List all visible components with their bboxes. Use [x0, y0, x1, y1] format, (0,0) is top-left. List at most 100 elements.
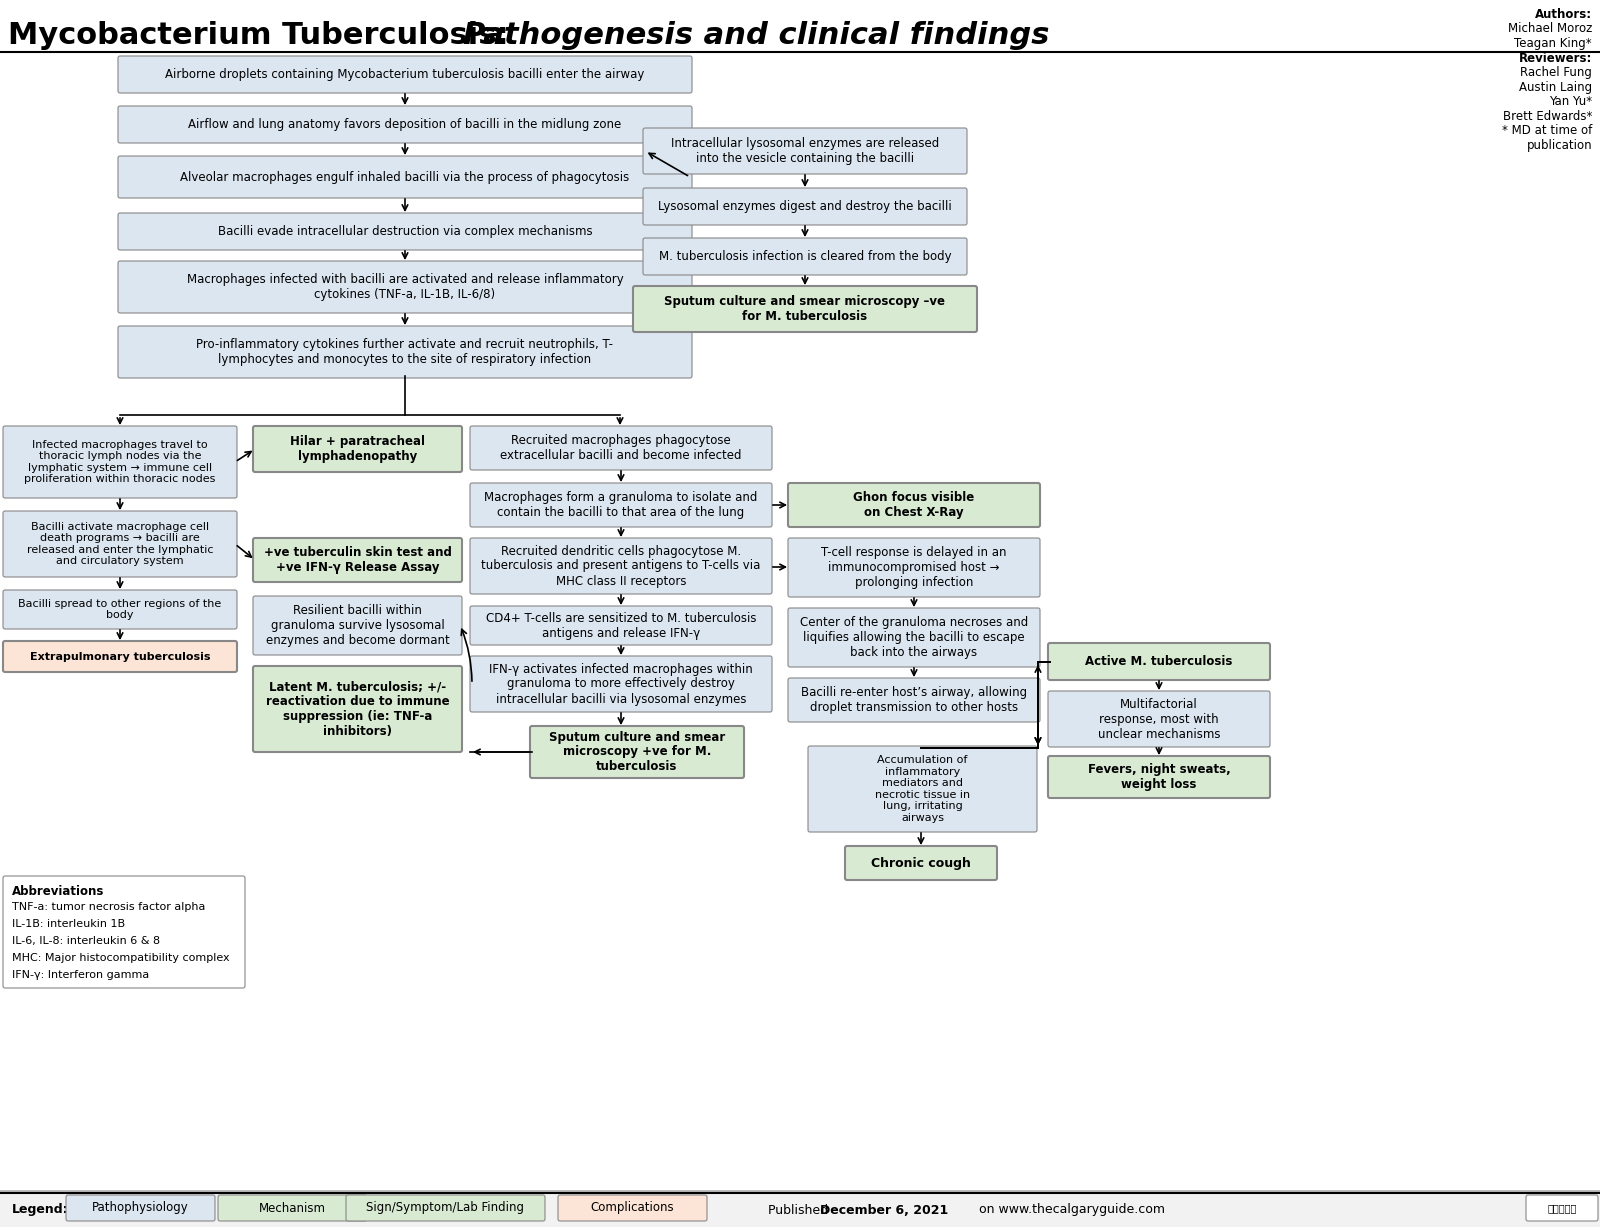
- Text: Ⓒⓔⓑⓢⓐ: Ⓒⓔⓑⓢⓐ: [1547, 1202, 1576, 1214]
- Text: IFN-γ: Interferon gamma: IFN-γ: Interferon gamma: [13, 971, 149, 980]
- Text: Rachel Fung: Rachel Fung: [1520, 66, 1592, 79]
- Text: Pathogenesis and clinical findings: Pathogenesis and clinical findings: [462, 21, 1050, 49]
- Text: Hilar + paratracheal
lymphadenopathy: Hilar + paratracheal lymphadenopathy: [290, 436, 426, 463]
- Text: MHC: Major histocompatibility complex: MHC: Major histocompatibility complex: [13, 953, 230, 963]
- Text: Sputum culture and smear microscopy –ve
for M. tuberculosis: Sputum culture and smear microscopy –ve …: [664, 294, 946, 323]
- Text: publication: publication: [1526, 139, 1592, 151]
- Text: Bacilli spread to other regions of the
body: Bacilli spread to other regions of the b…: [18, 599, 222, 621]
- Text: Resilient bacilli within
granuloma survive lysosomal
enzymes and become dormant: Resilient bacilli within granuloma survi…: [266, 604, 450, 647]
- Text: Ghon focus visible
on Chest X-Ray: Ghon focus visible on Chest X-Ray: [853, 491, 974, 519]
- FancyBboxPatch shape: [1048, 691, 1270, 747]
- FancyBboxPatch shape: [253, 426, 462, 472]
- Text: Michael Moroz: Michael Moroz: [1507, 22, 1592, 36]
- Text: TNF-a: tumor necrosis factor alpha: TNF-a: tumor necrosis factor alpha: [13, 902, 205, 912]
- Text: Legend:: Legend:: [13, 1204, 69, 1216]
- Text: Recruited dendritic cells phagocytose M.
tuberculosis and present antigens to T-: Recruited dendritic cells phagocytose M.…: [482, 545, 760, 588]
- Text: Macrophages infected with bacilli are activated and release inflammatory
cytokin: Macrophages infected with bacilli are ac…: [187, 272, 624, 301]
- FancyBboxPatch shape: [66, 1195, 214, 1221]
- Text: IFN-γ activates infected macrophages within
granuloma to more effectively destro: IFN-γ activates infected macrophages wit…: [490, 663, 754, 706]
- FancyBboxPatch shape: [787, 537, 1040, 598]
- FancyBboxPatch shape: [470, 537, 771, 594]
- Text: Airflow and lung anatomy favors deposition of bacilli in the midlung zone: Airflow and lung anatomy favors depositi…: [189, 118, 622, 131]
- Text: Bacilli evade intracellular destruction via complex mechanisms: Bacilli evade intracellular destruction …: [218, 225, 592, 238]
- FancyBboxPatch shape: [470, 656, 771, 712]
- FancyBboxPatch shape: [3, 426, 237, 498]
- Text: Infected macrophages travel to
thoracic lymph nodes via the
lymphatic system → i: Infected macrophages travel to thoracic …: [24, 439, 216, 485]
- FancyBboxPatch shape: [253, 666, 462, 752]
- Text: T-cell response is delayed in an
immunocompromised host →
prolonging infection: T-cell response is delayed in an immunoc…: [821, 546, 1006, 589]
- Text: CD4+ T-cells are sensitized to M. tuberculosis
antigens and release IFN-γ: CD4+ T-cells are sensitized to M. tuberc…: [486, 611, 757, 639]
- FancyBboxPatch shape: [808, 746, 1037, 832]
- FancyBboxPatch shape: [3, 876, 245, 988]
- Text: Sputum culture and smear
microscopy +ve for M.
tuberculosis: Sputum culture and smear microscopy +ve …: [549, 730, 725, 773]
- Text: Austin Laing: Austin Laing: [1518, 81, 1592, 93]
- FancyBboxPatch shape: [346, 1195, 546, 1221]
- Text: Airborne droplets containing Mycobacterium tuberculosis bacilli enter the airway: Airborne droplets containing Mycobacteri…: [165, 67, 645, 81]
- Text: Latent M. tuberculosis; +/-
reactivation due to immune
suppression (ie: TNF-a
in: Latent M. tuberculosis; +/- reactivation…: [266, 680, 450, 737]
- FancyBboxPatch shape: [118, 106, 691, 144]
- Text: Accumulation of
inflammatory
mediators and
necrotic tissue in
lung, irritating
a: Accumulation of inflammatory mediators a…: [875, 755, 970, 823]
- Text: * MD at time of: * MD at time of: [1502, 124, 1592, 137]
- FancyBboxPatch shape: [118, 213, 691, 250]
- Text: Extrapulmonary tuberculosis: Extrapulmonary tuberculosis: [30, 652, 210, 661]
- Text: Yan Yu*: Yan Yu*: [1549, 94, 1592, 108]
- FancyBboxPatch shape: [634, 286, 978, 333]
- Text: on www.thecalgaryguide.com: on www.thecalgaryguide.com: [974, 1204, 1165, 1216]
- Text: Sign/Symptom/Lab Finding: Sign/Symptom/Lab Finding: [366, 1201, 525, 1215]
- Text: Mechanism: Mechanism: [259, 1201, 326, 1215]
- Text: Lysosomal enzymes digest and destroy the bacilli: Lysosomal enzymes digest and destroy the…: [658, 200, 952, 213]
- Text: Center of the granuloma necroses and
liquifies allowing the bacilli to escape
ba: Center of the granuloma necroses and liq…: [800, 616, 1029, 659]
- Text: Macrophages form a granuloma to isolate and
contain the bacilli to that area of : Macrophages form a granuloma to isolate …: [485, 491, 758, 519]
- Text: IL-1B: interleukin 1B: IL-1B: interleukin 1B: [13, 919, 125, 929]
- Text: Bacilli re-enter host’s airway, allowing
droplet transmission to other hosts: Bacilli re-enter host’s airway, allowing…: [802, 686, 1027, 714]
- Text: Reviewers:: Reviewers:: [1518, 52, 1592, 65]
- Text: Alveolar macrophages engulf inhaled bacilli via the process of phagocytosis: Alveolar macrophages engulf inhaled baci…: [181, 171, 630, 184]
- FancyBboxPatch shape: [3, 510, 237, 577]
- FancyBboxPatch shape: [787, 609, 1040, 667]
- Text: Bacilli activate macrophage cell
death programs → bacilli are
released and enter: Bacilli activate macrophage cell death p…: [27, 521, 213, 567]
- FancyBboxPatch shape: [253, 596, 462, 655]
- Text: Published: Published: [768, 1204, 832, 1216]
- FancyBboxPatch shape: [470, 483, 771, 528]
- FancyBboxPatch shape: [787, 483, 1040, 528]
- Text: Teagan King*: Teagan King*: [1514, 37, 1592, 50]
- FancyBboxPatch shape: [118, 326, 691, 378]
- FancyBboxPatch shape: [643, 188, 966, 225]
- Text: Authors:: Authors:: [1534, 9, 1592, 21]
- FancyBboxPatch shape: [1048, 643, 1270, 680]
- FancyBboxPatch shape: [118, 56, 691, 93]
- Text: +ve tuberculin skin test and
+ve IFN-γ Release Assay: +ve tuberculin skin test and +ve IFN-γ R…: [264, 546, 451, 574]
- FancyBboxPatch shape: [118, 156, 691, 198]
- Text: Active M. tuberculosis: Active M. tuberculosis: [1085, 655, 1232, 667]
- Text: M. tuberculosis infection is cleared from the body: M. tuberculosis infection is cleared fro…: [659, 250, 952, 263]
- Text: Brett Edwards*: Brett Edwards*: [1502, 109, 1592, 123]
- FancyBboxPatch shape: [3, 640, 237, 672]
- Text: Pro-inflammatory cytokines further activate and recruit neutrophils, T-
lymphocy: Pro-inflammatory cytokines further activ…: [197, 337, 613, 366]
- FancyBboxPatch shape: [530, 726, 744, 778]
- FancyBboxPatch shape: [643, 238, 966, 275]
- FancyBboxPatch shape: [0, 1191, 1600, 1227]
- FancyBboxPatch shape: [1048, 756, 1270, 798]
- FancyBboxPatch shape: [558, 1195, 707, 1221]
- Text: IL-6, IL-8: interleukin 6 & 8: IL-6, IL-8: interleukin 6 & 8: [13, 936, 160, 946]
- FancyBboxPatch shape: [787, 679, 1040, 721]
- FancyBboxPatch shape: [253, 537, 462, 582]
- FancyBboxPatch shape: [470, 606, 771, 645]
- FancyBboxPatch shape: [3, 590, 237, 629]
- Text: Complications: Complications: [590, 1201, 674, 1215]
- Text: Intracellular lysosomal enzymes are released
into the vesicle containing the bac: Intracellular lysosomal enzymes are rele…: [670, 137, 939, 164]
- Text: Chronic cough: Chronic cough: [870, 856, 971, 870]
- FancyBboxPatch shape: [218, 1195, 366, 1221]
- FancyBboxPatch shape: [643, 128, 966, 174]
- Text: Mycobacterium Tuberculosis:: Mycobacterium Tuberculosis:: [8, 21, 520, 49]
- Text: Multifactorial
response, most with
unclear mechanisms: Multifactorial response, most with uncle…: [1098, 697, 1221, 741]
- FancyBboxPatch shape: [1526, 1195, 1598, 1221]
- FancyBboxPatch shape: [470, 426, 771, 470]
- Text: December 6, 2021: December 6, 2021: [819, 1204, 949, 1216]
- FancyBboxPatch shape: [118, 261, 691, 313]
- Text: Fevers, night sweats,
weight loss: Fevers, night sweats, weight loss: [1088, 763, 1230, 791]
- FancyBboxPatch shape: [845, 845, 997, 880]
- Text: Pathophysiology: Pathophysiology: [93, 1201, 189, 1215]
- Text: Abbreviations: Abbreviations: [13, 885, 104, 898]
- Text: Recruited macrophages phagocytose
extracellular bacilli and become infected: Recruited macrophages phagocytose extrac…: [501, 434, 742, 463]
